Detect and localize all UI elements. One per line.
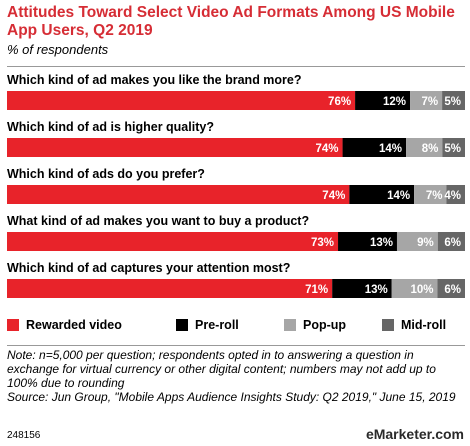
data-label-pre-roll: 13% xyxy=(365,284,388,296)
footnote: Note: n=5,000 per question; respondents … xyxy=(7,348,467,404)
legend-label-pre-roll: Pre-roll xyxy=(195,318,239,332)
bar-mid-roll xyxy=(442,138,465,157)
bar-rewarded-video xyxy=(7,232,339,251)
data-label-mid-roll: 4% xyxy=(444,190,461,202)
data-label-mid-roll: 5% xyxy=(444,143,461,155)
bar-rewarded-video xyxy=(7,279,333,298)
bottom-divider xyxy=(7,345,465,346)
emarketer-logo[interactable]: eMarketer.com xyxy=(365,426,464,442)
data-label-rewarded-video: 73% xyxy=(311,237,334,249)
data-label-rewarded-video: 74% xyxy=(322,190,345,202)
source-text: Source: Jun Group, "Mobile Apps Audience… xyxy=(7,390,456,404)
question-label: Which kind of ad makes you like the bran… xyxy=(7,73,302,87)
legend-label-pop-up: Pop-up xyxy=(303,318,347,332)
question-label: Which kind of ad captures your attention… xyxy=(7,261,290,275)
data-label-rewarded-video: 76% xyxy=(328,96,351,108)
chart-title: Attitudes Toward Select Video Ad Formats… xyxy=(7,4,455,39)
data-label-pop-up: 7% xyxy=(426,190,443,202)
bar-mid-roll xyxy=(437,232,465,251)
data-label-mid-roll: 6% xyxy=(444,284,461,296)
bar-pre-roll xyxy=(349,185,415,204)
stacked-bar-chart: Which kind of ad makes you like the bran… xyxy=(7,73,465,298)
data-label-pre-roll: 13% xyxy=(370,237,393,249)
bar-pre-roll xyxy=(355,91,411,110)
legend-swatch-pre-roll xyxy=(176,319,188,331)
bar-pre-roll xyxy=(342,138,407,157)
data-label-rewarded-video: 71% xyxy=(305,284,328,296)
bar-pop-up xyxy=(406,138,443,157)
bar-pre-roll xyxy=(338,232,397,251)
legend-item-rewarded-video: Rewarded video xyxy=(7,318,122,332)
data-label-mid-roll: 5% xyxy=(444,96,461,108)
legend-label-mid-roll: Mid-roll xyxy=(401,318,447,332)
bar-pre-roll xyxy=(332,279,392,298)
bar-mid-roll xyxy=(437,279,465,298)
bar-mid-roll xyxy=(442,91,465,110)
bar-pop-up xyxy=(396,232,438,251)
data-label-pre-roll: 14% xyxy=(379,143,402,155)
legend-swatch-mid-roll xyxy=(382,319,394,331)
bar-rewarded-video xyxy=(7,138,343,157)
data-label-rewarded-video: 74% xyxy=(316,143,339,155)
bar-rewarded-video xyxy=(7,185,350,204)
data-label-pop-up: 9% xyxy=(417,237,434,249)
legend: Rewarded video Pre-roll Pop-up Mid-roll xyxy=(7,318,467,338)
top-divider xyxy=(7,66,465,67)
legend-item-pre-roll: Pre-roll xyxy=(176,318,239,332)
question-label: What kind of ad makes you want to buy a … xyxy=(7,214,309,228)
bar-pop-up xyxy=(414,185,447,204)
data-label-pop-up: 8% xyxy=(422,143,439,155)
chart-subtitle: % of respondents xyxy=(7,42,109,57)
legend-swatch-rewarded-video xyxy=(7,319,19,331)
legend-label-rewarded-video: Rewarded video xyxy=(26,318,122,332)
data-label-pop-up: 7% xyxy=(421,96,438,108)
chart-id: 248156 xyxy=(7,430,41,441)
bar-rewarded-video xyxy=(7,91,356,110)
bar-mid-roll xyxy=(446,185,465,204)
data-label-pop-up: 10% xyxy=(410,284,433,296)
question-label: Which kind of ad is higher quality? xyxy=(7,120,214,134)
question-label: Which kind of ads do you prefer? xyxy=(7,167,205,181)
data-label-mid-roll: 6% xyxy=(444,237,461,249)
data-label-pre-roll: 14% xyxy=(387,190,410,202)
legend-item-mid-roll: Mid-roll xyxy=(382,318,446,332)
bar-pop-up xyxy=(391,279,438,298)
legend-item-pop-up: Pop-up xyxy=(284,318,346,332)
bar-pop-up xyxy=(410,91,443,110)
data-label-pre-roll: 12% xyxy=(383,96,406,108)
note-text: Note: n=5,000 per question; respondents … xyxy=(7,348,436,390)
legend-swatch-pop-up xyxy=(284,319,296,331)
